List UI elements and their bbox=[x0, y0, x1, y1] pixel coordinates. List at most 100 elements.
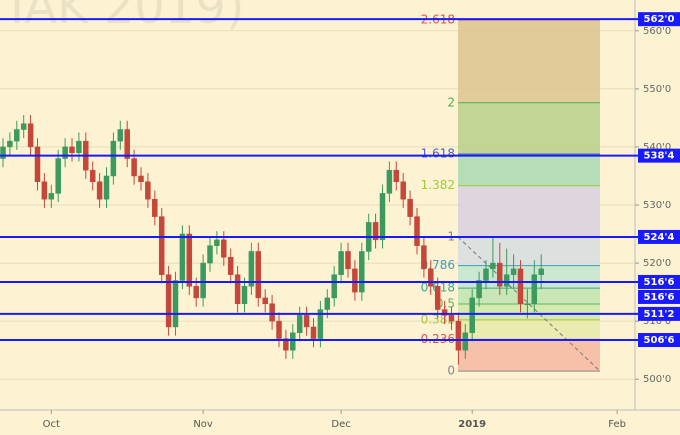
fib-band bbox=[458, 19, 600, 103]
candle-body bbox=[214, 239, 220, 246]
x-tick-label: Dec bbox=[331, 419, 350, 430]
candle-body bbox=[186, 233, 193, 287]
candle-body bbox=[96, 181, 103, 200]
fib-band bbox=[458, 339, 600, 372]
candle-body bbox=[503, 274, 510, 287]
candle-body bbox=[55, 158, 61, 194]
level-label: 538'4 bbox=[644, 151, 675, 162]
level-label: 516'6 bbox=[644, 277, 675, 288]
fib-band bbox=[458, 154, 600, 186]
candle-body bbox=[27, 123, 34, 148]
y-tick-label: 560'0 bbox=[643, 26, 671, 37]
y-tick-label: 500'0 bbox=[643, 374, 671, 385]
candle-body bbox=[227, 257, 234, 275]
fib-level-label: 0.236 bbox=[421, 332, 455, 346]
x-tick-label: Nov bbox=[193, 419, 213, 430]
candle-body bbox=[531, 274, 538, 304]
fib-trend-line bbox=[457, 236, 601, 372]
candle-body bbox=[248, 251, 255, 287]
candle-body bbox=[331, 274, 337, 299]
candle-body bbox=[338, 251, 344, 275]
fib-level-label: 1.618 bbox=[421, 147, 455, 161]
candle-body bbox=[20, 123, 27, 130]
candle-body bbox=[193, 286, 199, 299]
candle-body bbox=[303, 315, 310, 328]
candle-body bbox=[379, 193, 386, 241]
level-label: 506'6 bbox=[644, 335, 675, 346]
candle-body bbox=[359, 251, 365, 293]
candle-body bbox=[103, 175, 110, 200]
level-box bbox=[638, 274, 680, 289]
candle-body bbox=[200, 262, 206, 299]
candle-body bbox=[497, 262, 503, 287]
candle-body bbox=[345, 251, 351, 270]
candle-body bbox=[48, 193, 55, 200]
candle-body bbox=[207, 245, 213, 264]
candle-body bbox=[324, 297, 331, 310]
candle-body bbox=[483, 268, 489, 281]
candle-body bbox=[448, 315, 455, 322]
candle-body bbox=[393, 169, 400, 183]
fib-level-label: 2 bbox=[447, 95, 455, 109]
candle-body bbox=[462, 332, 469, 351]
candle-body bbox=[34, 146, 41, 183]
candle-body bbox=[517, 268, 524, 304]
candle-body bbox=[428, 268, 434, 287]
fib-band bbox=[458, 319, 600, 340]
candle-body bbox=[407, 198, 413, 217]
y-tick-label: 510'0 bbox=[643, 316, 671, 327]
candle-body bbox=[76, 140, 82, 153]
candle-body bbox=[14, 129, 20, 142]
candle-body bbox=[131, 158, 137, 177]
candle-body bbox=[524, 303, 531, 305]
candle-body bbox=[158, 216, 165, 275]
candle-body bbox=[0, 146, 6, 159]
candle-body bbox=[7, 140, 13, 148]
y-tick-label: 520'0 bbox=[643, 258, 671, 269]
x-tick-label: 2019 bbox=[458, 419, 486, 430]
level-label: 562'0 bbox=[644, 14, 675, 25]
candle-body bbox=[41, 181, 48, 200]
level-box bbox=[638, 12, 680, 27]
fib-level-label: 1.382 bbox=[421, 178, 455, 192]
last-price-label: 516'6 bbox=[644, 292, 675, 303]
candle-body bbox=[172, 280, 179, 328]
candle-body bbox=[296, 315, 303, 334]
candle-body bbox=[62, 146, 68, 159]
candle-body bbox=[352, 268, 358, 293]
candle-body bbox=[317, 309, 324, 339]
candle-body bbox=[455, 320, 462, 351]
candle-body bbox=[310, 326, 317, 339]
fib-band bbox=[458, 102, 600, 155]
candle-body bbox=[290, 332, 296, 351]
candle-body bbox=[400, 181, 406, 200]
candle-body bbox=[434, 286, 441, 310]
level-box bbox=[638, 333, 680, 348]
fib-band bbox=[458, 304, 600, 320]
candle-body bbox=[414, 216, 420, 246]
level-label: 511'2 bbox=[644, 309, 675, 320]
candle-body bbox=[145, 181, 151, 200]
level-label: 524'4 bbox=[644, 232, 675, 243]
candle-body bbox=[262, 297, 268, 304]
candle-body bbox=[124, 129, 130, 159]
candle-body bbox=[538, 268, 544, 275]
candle-body bbox=[269, 303, 275, 322]
candle-body bbox=[165, 274, 172, 328]
candle-body bbox=[221, 239, 227, 258]
y-tick-label: 530'0 bbox=[643, 200, 671, 211]
fib-band bbox=[458, 185, 600, 237]
candle-body bbox=[372, 222, 379, 241]
fib-band bbox=[458, 288, 600, 305]
level-box bbox=[638, 306, 680, 321]
candle-body bbox=[441, 309, 448, 316]
watermark: IAK 2019) bbox=[10, 0, 245, 35]
candle-body bbox=[152, 198, 158, 217]
candle-body bbox=[255, 251, 262, 299]
candle-body bbox=[117, 129, 124, 142]
candle-body bbox=[138, 175, 144, 183]
level-box bbox=[638, 148, 680, 163]
candle-body bbox=[241, 286, 248, 304]
candle-body bbox=[490, 262, 496, 270]
